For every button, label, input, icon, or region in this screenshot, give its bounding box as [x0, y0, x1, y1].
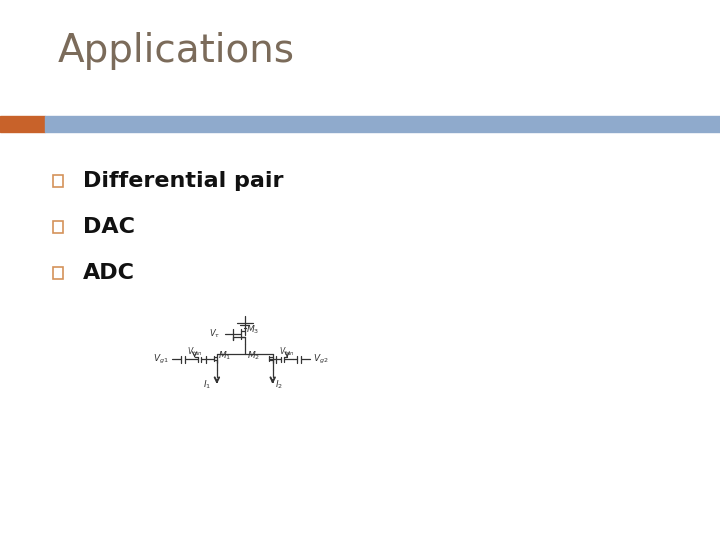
Text: $I_2$: $I_2$ [275, 379, 283, 391]
Text: $I_1$: $I_1$ [203, 379, 212, 391]
Bar [53, 175, 63, 187]
Text: $M_3$: $M_3$ [246, 324, 259, 336]
Bar [53, 267, 63, 279]
Text: $V_{tun}$: $V_{tun}$ [186, 346, 202, 358]
Text: $M_2$: $M_2$ [247, 349, 261, 362]
Text: $M_1$: $M_1$ [218, 349, 231, 362]
Text: $V_{g2}$: $V_{g2}$ [313, 353, 328, 366]
Text: ADC: ADC [83, 262, 135, 283]
Text: $V_{tun}$: $V_{tun}$ [279, 346, 295, 358]
Text: DAC: DAC [83, 217, 135, 237]
Text: $V_{\tau}$: $V_{\tau}$ [209, 328, 220, 340]
Bar [0, 116, 45, 132]
Text: Applications: Applications [58, 32, 294, 70]
Bar [45, 116, 720, 132]
Bar [53, 221, 63, 233]
Text: Differential pair: Differential pair [83, 171, 283, 191]
Text: $V_{g1}$: $V_{g1}$ [153, 353, 169, 366]
